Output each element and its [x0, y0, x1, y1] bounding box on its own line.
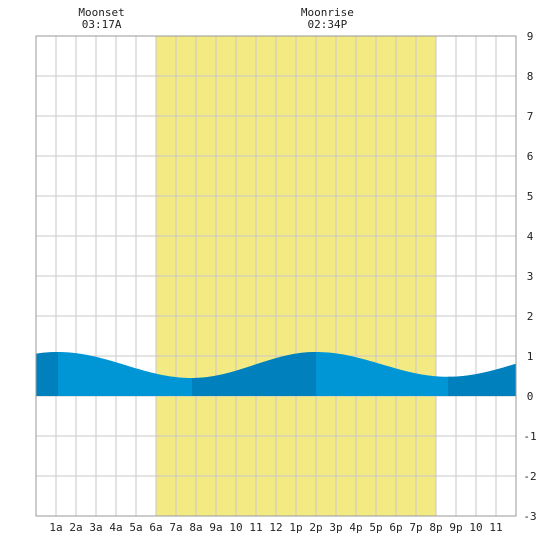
- x-tick-label: 5a: [129, 521, 142, 534]
- x-tick-label: 6a: [149, 521, 162, 534]
- x-tick-label: 2p: [309, 521, 322, 534]
- x-tick-label: 9a: [209, 521, 222, 534]
- y-tick-label: -1: [523, 430, 536, 443]
- plot-frame: [35, 35, 517, 517]
- moon-event-time: 02:34P: [308, 18, 348, 31]
- x-tick-label: 7p: [409, 521, 422, 534]
- x-tick-label: 10: [229, 521, 242, 534]
- x-tick-label: 11: [249, 521, 262, 534]
- x-tick-label: 5p: [369, 521, 382, 534]
- x-tick-label: 2a: [69, 521, 82, 534]
- y-tick-label: 5: [527, 190, 534, 203]
- x-tick-label: 8p: [429, 521, 442, 534]
- x-tick-label: 1a: [49, 521, 62, 534]
- x-tick-label: 12: [269, 521, 282, 534]
- x-tick-label: 7a: [169, 521, 182, 534]
- moon-event-name: Moonrise: [301, 6, 354, 19]
- y-tick-label: 2: [527, 310, 534, 323]
- tide-area-dark-band: [192, 352, 316, 396]
- y-tick-label: 1: [527, 350, 534, 363]
- y-tick-label: 9: [527, 30, 534, 43]
- x-tick-label: 9p: [449, 521, 462, 534]
- x-tick-label: 8a: [189, 521, 202, 534]
- moon-event-time: 03:17A: [82, 18, 122, 31]
- tide-area-dark-band: [36, 352, 58, 396]
- y-tick-label: -3: [523, 510, 536, 523]
- y-tick-label: 3: [527, 270, 534, 283]
- x-tick-label: 11: [489, 521, 502, 534]
- x-tick-label: 4p: [349, 521, 362, 534]
- x-tick-label: 10: [469, 521, 482, 534]
- y-tick-label: 4: [527, 230, 534, 243]
- y-tick-label: 0: [527, 390, 534, 403]
- x-tick-label: 1p: [289, 521, 302, 534]
- x-tick-label: 4a: [109, 521, 122, 534]
- y-tick-label: -2: [523, 470, 536, 483]
- y-tick-label: 6: [527, 150, 534, 163]
- x-tick-label: 3a: [89, 521, 102, 534]
- x-tick-label: 6p: [389, 521, 402, 534]
- tide-area-dark-band: [448, 363, 516, 396]
- x-tick-label: 3p: [329, 521, 342, 534]
- y-tick-label: 8: [527, 70, 534, 83]
- y-tick-label: 7: [527, 110, 534, 123]
- moon-event-name: Moonset: [78, 6, 124, 19]
